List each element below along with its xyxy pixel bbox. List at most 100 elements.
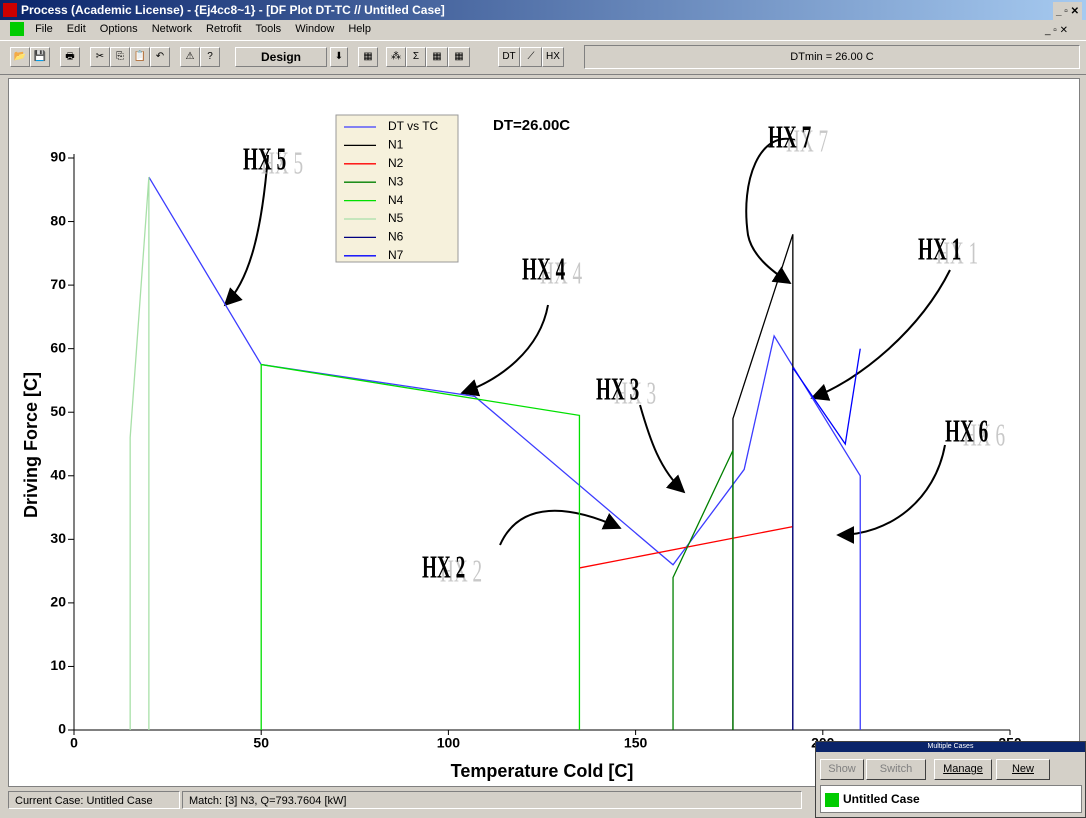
x-axis-label: Temperature Cold [C] [451, 761, 634, 781]
arrow [745, 137, 796, 284]
title-bar: Process (Academic License) - {Ej4cc8~1} … [0, 0, 1086, 22]
x-tick-label: 0 [70, 735, 78, 751]
show-button[interactable]: Show [820, 759, 864, 780]
x-tick-label: 50 [253, 735, 269, 751]
plot-button[interactable]: ⟋ [520, 47, 542, 67]
annotation: HX 7 [768, 118, 811, 154]
y-tick-label: 30 [50, 530, 66, 546]
arrow [639, 404, 686, 494]
undo-button[interactable]: ↶ [150, 47, 170, 67]
x-tick-label: 100 [437, 735, 461, 751]
open-button[interactable]: 📂 [10, 47, 30, 67]
print-button[interactable]: 🖶 [60, 47, 80, 67]
cases-window: Multiple Cases Show Switch Manage New Un… [815, 741, 1086, 818]
menu-item[interactable]: Help [348, 23, 371, 35]
doc-controls[interactable]: _ ▫ ✕ [1044, 25, 1068, 36]
arrow [499, 509, 622, 546]
switch-button[interactable]: Switch [866, 759, 926, 780]
series-line [148, 176, 861, 730]
arrow [836, 444, 946, 544]
y-tick-label: 40 [50, 466, 66, 482]
annotation-shadow: HX 1 [936, 234, 978, 270]
menu-item[interactable]: Tools [255, 23, 282, 35]
series-line [129, 177, 150, 730]
case-icon [825, 792, 839, 807]
dt-label: DT=26.00C [493, 117, 570, 134]
legend-label: N1 [388, 138, 404, 152]
x-tick-label: 150 [624, 735, 648, 751]
y-tick-label: 60 [50, 339, 66, 355]
annotation-shadow: HX 3 [614, 374, 656, 410]
menu-item[interactable]: Edit [66, 23, 86, 35]
legend-label: N3 [388, 174, 404, 188]
arrow [460, 304, 549, 397]
hx-button[interactable]: HX [542, 47, 564, 67]
ut-button[interactable]: ▦ [448, 47, 470, 67]
annotation-shadow: HX 2 [440, 552, 482, 588]
legend-label: N4 [388, 193, 404, 207]
series-line [672, 450, 734, 730]
status-bar: Current Case: Untitled Case Match: [3] N… [0, 788, 1086, 812]
series-line [732, 234, 794, 730]
legend-label: N6 [388, 230, 404, 244]
y-tick-label: 20 [50, 594, 66, 610]
status-case: Current Case: Untitled Case [8, 791, 180, 809]
toolbar: 📂 💾 🖶 ✂ ⎘ 📋 ↶ ⚠ ? Design ⬇ ▦ ⁂ Σ ▦ ▦ DT … [0, 40, 1086, 75]
window-title: Process (Academic License) - {Ej4cc8~1} … [21, 3, 445, 17]
annotation: HX 1 [918, 230, 961, 266]
y-tick-label: 50 [50, 403, 66, 419]
menu-item[interactable]: Options [99, 23, 138, 35]
arrow [223, 154, 269, 307]
arip-button[interactable]: ▦ [426, 47, 448, 67]
paste-button[interactable]: 📋 [130, 47, 150, 67]
series-line [260, 363, 581, 730]
dtmin-field: DTmin = 26.00 C [584, 45, 1080, 69]
menu-item[interactable]: Window [295, 23, 335, 35]
window-controls[interactable]: _ ▫ ✕ [1052, 2, 1082, 22]
annotation-arrows [223, 137, 951, 546]
copy-button[interactable]: ⎘ [110, 47, 130, 67]
status-match: Match: [3] N3, Q=793.7604 [kW] [182, 791, 802, 809]
annotation: HX 4 [522, 250, 565, 286]
annotation: HX 6 [945, 412, 988, 448]
legend-label: N7 [388, 248, 404, 262]
y-tick-label: 90 [50, 149, 66, 165]
net-button[interactable]: ⁂ [386, 47, 406, 67]
series-line [792, 348, 861, 446]
y-tick-label: 10 [50, 657, 66, 673]
save-button[interactable]: 💾 [30, 47, 50, 67]
doc-icon [10, 22, 24, 37]
annotation: HX 3 [596, 370, 639, 406]
sum-button[interactable]: Σ [406, 47, 426, 67]
annotation: HX 2 [422, 548, 465, 584]
y-tick-label: 0 [58, 721, 66, 737]
legend-label: DT vs TC [388, 119, 439, 133]
legend-label: N2 [388, 156, 404, 170]
cases-title: Multiple Cases [816, 742, 1085, 752]
cut-button[interactable]: ✂ [90, 47, 110, 67]
arrow [810, 269, 951, 401]
design-button[interactable]: Design [235, 47, 327, 67]
manage-button[interactable]: Manage [934, 759, 992, 780]
case-list[interactable]: Untitled Case [820, 785, 1082, 813]
menu-item[interactable]: Network [151, 23, 193, 35]
down-button[interactable]: ⬇ [330, 47, 348, 67]
y-tick-label: 70 [50, 276, 66, 292]
y-tick-label: 80 [50, 212, 66, 228]
plot-area [8, 78, 1080, 787]
new-button[interactable]: New [996, 759, 1050, 780]
annotation-shadow: HX 4 [540, 254, 582, 290]
warn-button[interactable]: ⚠ [180, 47, 200, 67]
menu-item[interactable]: Retrofit [206, 23, 242, 35]
annotation: HX 5 [243, 140, 286, 176]
legend-label: N5 [388, 211, 404, 225]
annotation-shadow: HX 7 [786, 122, 828, 158]
case-name: Untitled Case [843, 792, 920, 806]
help-button[interactable]: ? [200, 47, 220, 67]
menu-item[interactable]: File [35, 23, 53, 35]
dt-button[interactable]: DT [498, 47, 520, 67]
annotation-shadow: HX 5 [261, 144, 303, 180]
grid-button[interactable]: ▦ [358, 47, 378, 67]
